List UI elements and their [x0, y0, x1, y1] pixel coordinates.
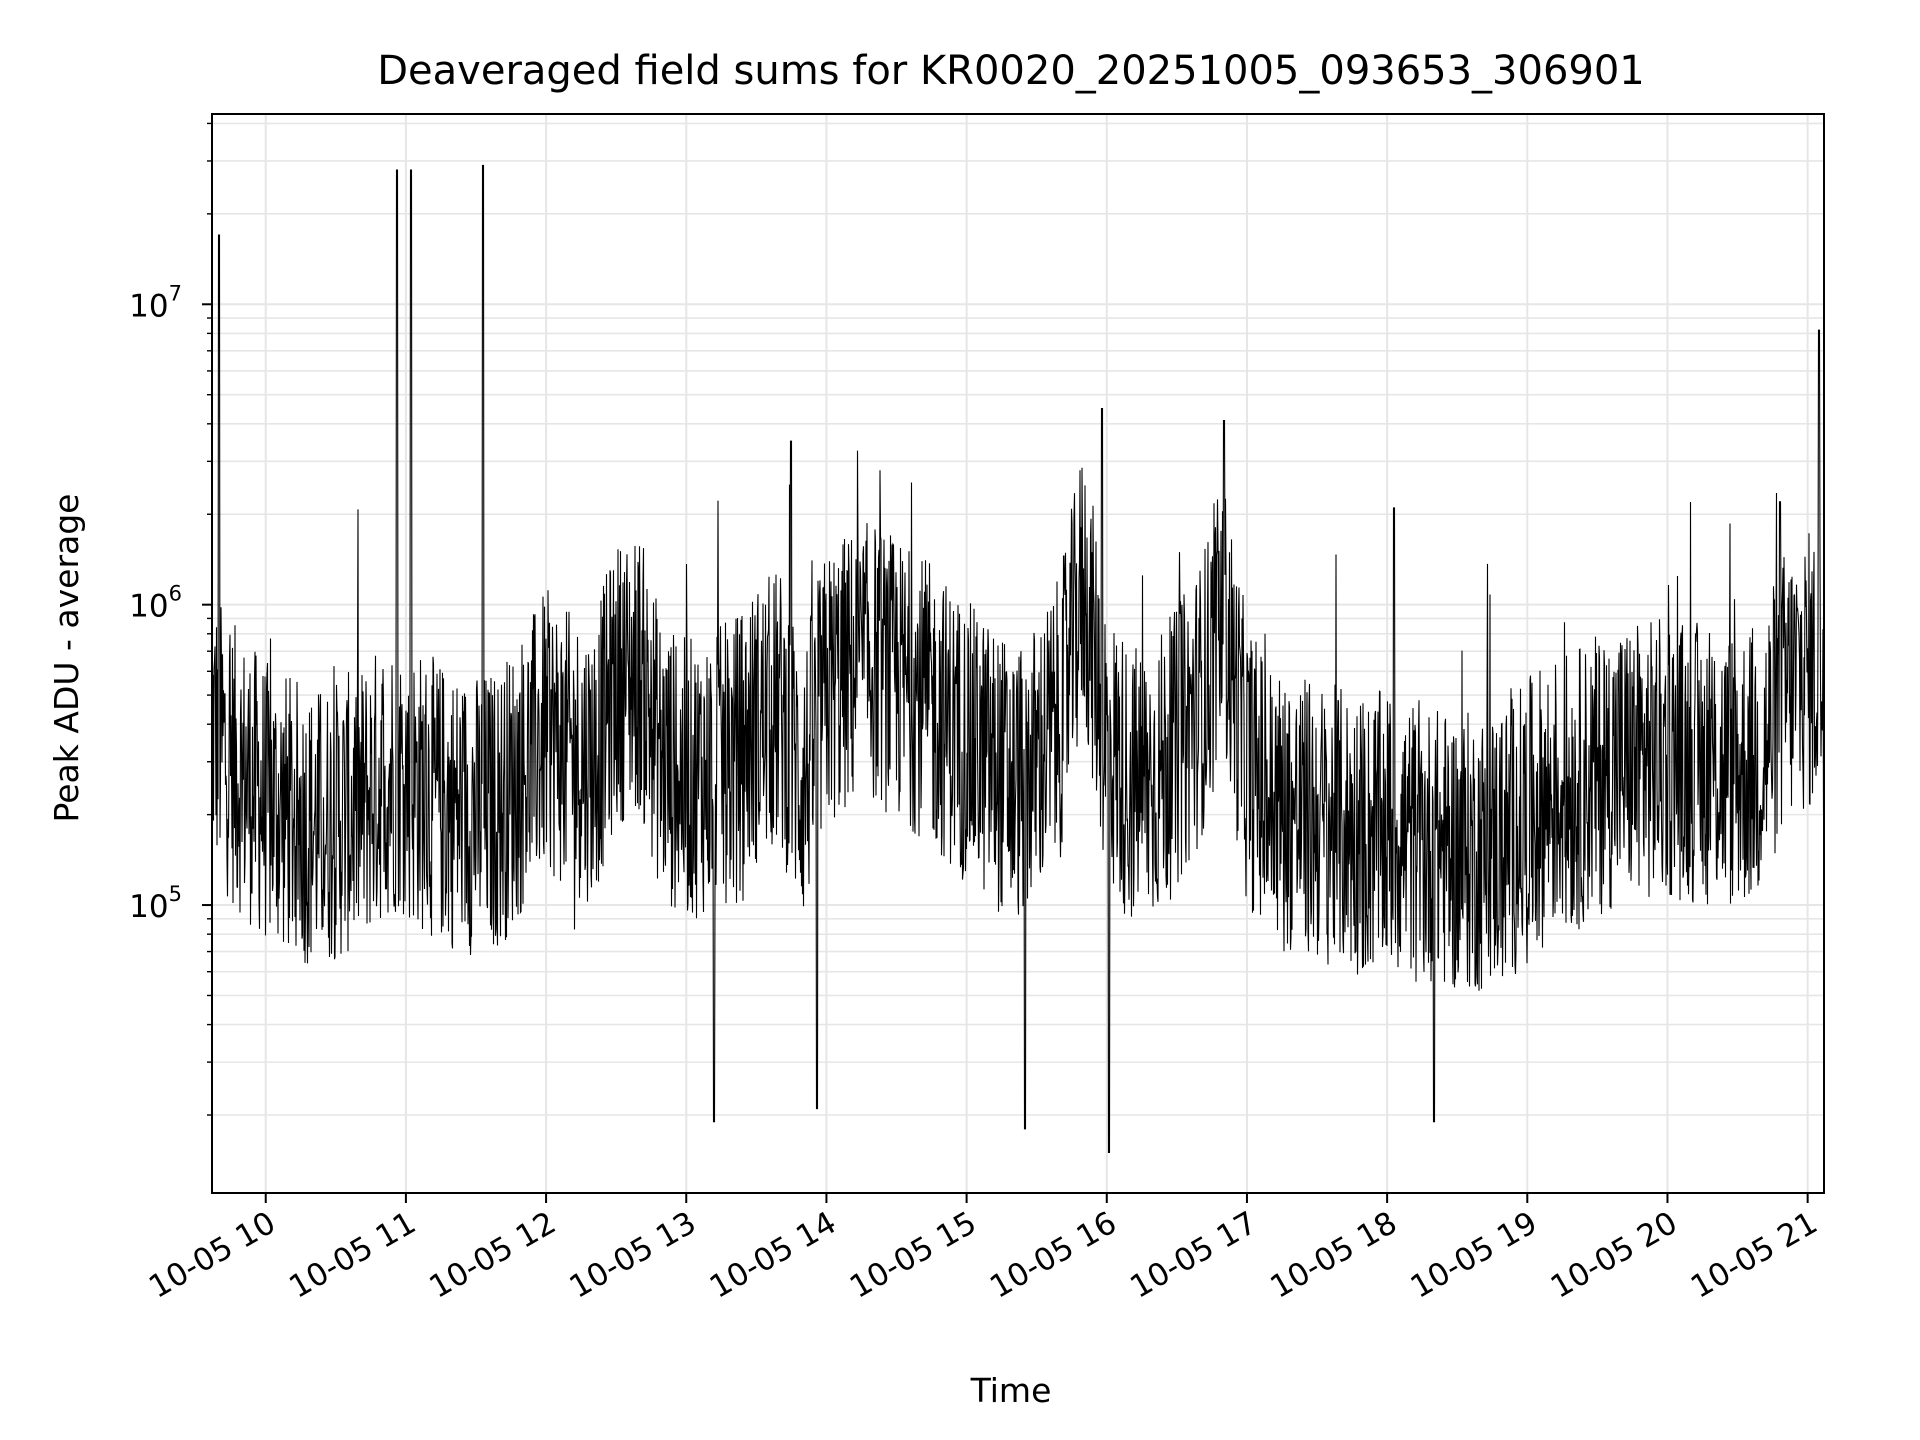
series-line-0 — [211, 164, 1825, 1154]
y-tick-label: 105 — [129, 882, 182, 925]
y-axis-title: Peak ADU - average — [47, 494, 86, 823]
data-series — [211, 164, 1825, 1154]
axes-frame — [211, 113, 1825, 1194]
chart-title: Deaveraged field sums for KR0020_2025100… — [377, 48, 1645, 94]
x-axis-title: Time — [970, 1371, 1052, 1410]
y-tick-label: 107 — [129, 281, 182, 324]
y-tick-label: 106 — [129, 582, 182, 625]
